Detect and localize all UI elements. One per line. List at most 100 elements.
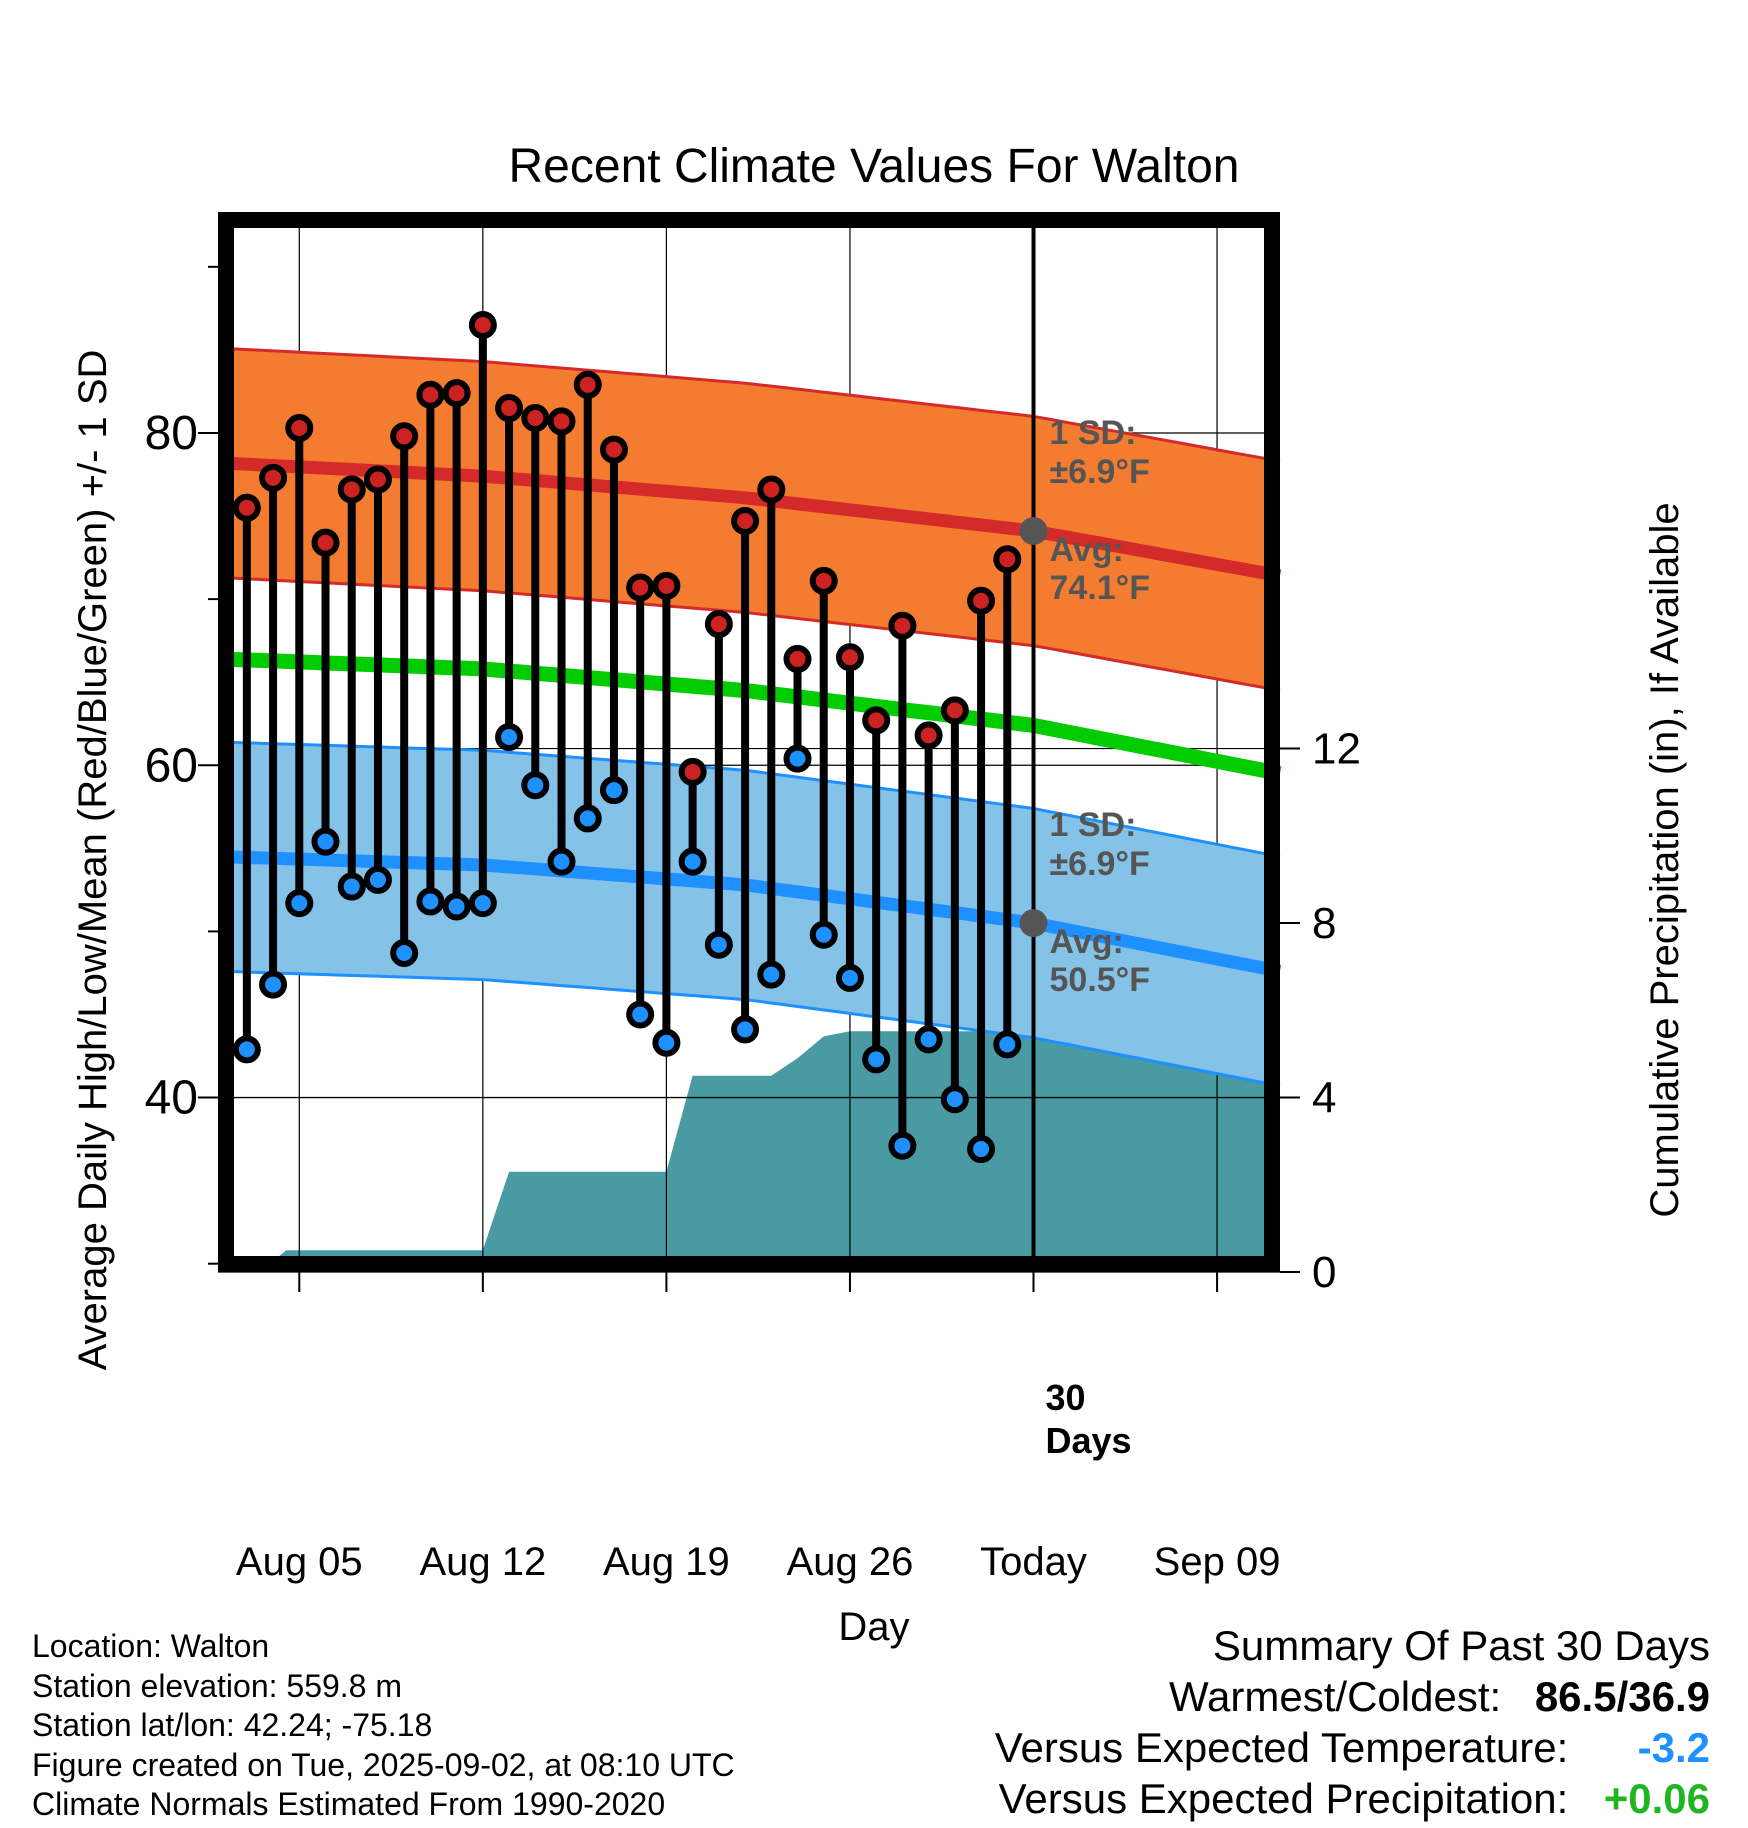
x-tick-label: Aug 26	[787, 1540, 914, 1584]
low-temp-marker	[783, 744, 812, 773]
low-temp-marker	[442, 892, 471, 921]
low-temp-marker	[337, 872, 366, 901]
elevation-text: Station elevation: 559.8 m	[32, 1667, 403, 1704]
low-sd-lower	[220, 969, 1281, 1088]
y2-tick-label: 12	[1312, 725, 1361, 774]
high-temp-marker	[416, 380, 445, 409]
high-temp-marker	[862, 706, 891, 735]
low-temp-marker	[678, 847, 707, 876]
high-temp-marker	[678, 757, 707, 786]
x-tick-label: Today	[980, 1540, 1087, 1584]
days-word-label: Days	[1046, 1420, 1132, 1461]
low-avg-value: 50.5°F	[1050, 961, 1151, 999]
x-tick-label: Aug 12	[419, 1540, 546, 1584]
low-sd-label: 1 SD:	[1050, 806, 1137, 844]
chart-title: Recent Climate Values For Walton	[509, 140, 1240, 193]
high-temp-marker	[521, 404, 550, 433]
low-temp-marker	[626, 1000, 655, 1029]
low-temp-marker	[809, 920, 838, 949]
y-axis-label: Average Daily High/Low/Mean (Red/Blue/Gr…	[71, 350, 115, 1371]
high-temp-marker	[363, 465, 392, 494]
low-temp-marker	[416, 887, 445, 916]
low-temp-marker	[835, 963, 864, 992]
low-sd-upper	[220, 740, 1281, 859]
low-temp-marker	[311, 827, 340, 856]
high-temp-marker	[731, 507, 760, 536]
high-temp-marker	[547, 407, 576, 436]
high-sd-label: 1 SD:	[1050, 414, 1137, 452]
x-tick-label: Sep 09	[1154, 1540, 1281, 1584]
x-axis-label: Day	[838, 1605, 909, 1649]
created-text: Figure created on Tue, 2025-09-02, at 08…	[32, 1746, 735, 1783]
high-avg-label: Avg:	[1050, 531, 1124, 569]
high-temp-marker	[967, 586, 996, 615]
mean-normal-line	[220, 651, 1282, 781]
x-tick-label: Aug 05	[236, 1540, 363, 1584]
normals-text: Climate Normals Estimated From 1990-2020	[32, 1786, 666, 1822]
low-temp-marker	[888, 1131, 917, 1160]
x-tick-label: Aug 19	[603, 1540, 730, 1584]
high-temp-marker	[337, 475, 366, 504]
low-temp-marker	[757, 960, 786, 989]
low-temp-marker	[967, 1135, 996, 1164]
precipitation-area	[220, 1031, 1281, 1272]
station-info: Location: Walton Station elevation: 559.…	[32, 1627, 735, 1825]
high-avg-dot	[1019, 516, 1048, 545]
low-temp-marker	[390, 939, 419, 968]
high-normal-line	[220, 456, 1282, 583]
high-temp-marker	[390, 422, 419, 451]
warmest-label: Warmest/Coldest:	[1168, 1673, 1502, 1720]
high-temp-marker	[940, 696, 969, 725]
high-temp-marker	[783, 644, 812, 673]
low-temp-marker	[599, 776, 628, 805]
high-sd-value: ±6.9°F	[1050, 453, 1150, 491]
y2-axis-label: Cumulative Precipitation (in), If Availa…	[1643, 502, 1687, 1217]
high-temp-marker	[259, 463, 288, 492]
high-temp-marker	[573, 370, 602, 399]
high-temp-marker	[495, 394, 524, 423]
low-temp-marker	[993, 1030, 1022, 1059]
high-temp-marker	[232, 493, 261, 522]
low-temp-marker	[940, 1085, 969, 1114]
summary-warmest-row: Warmest/Coldest: 86.5/36.9	[995, 1671, 1710, 1722]
high-sd-upper	[220, 346, 1281, 463]
low-temp-marker	[704, 930, 733, 959]
low-sd-value: ±6.9°F	[1050, 845, 1150, 883]
high-temp-marker	[285, 413, 314, 442]
precip-value: +0.06	[1603, 1775, 1710, 1822]
high-temp-marker	[442, 379, 471, 408]
low-temp-marker	[468, 889, 497, 918]
high-sd-lower	[220, 576, 1281, 692]
temp-label: Versus Expected Temperature:	[994, 1724, 1569, 1771]
y-tick-label: 40	[145, 1072, 198, 1125]
low-normal-line	[220, 850, 1282, 978]
summary-temp-row: Versus Expected Temperature: -3.2	[995, 1722, 1710, 1773]
y-tick-label: 80	[145, 407, 198, 460]
low-temp-marker	[232, 1035, 261, 1064]
low-avg-dot	[1019, 909, 1048, 938]
days-count-label: 30	[1046, 1377, 1086, 1418]
high-temp-marker	[914, 721, 943, 750]
warmest-value: 86.5/36.9	[1534, 1673, 1710, 1720]
low-temp-marker	[652, 1028, 681, 1057]
y2-tick-label: 4	[1312, 1074, 1336, 1123]
low-temp-marker	[285, 889, 314, 918]
high-temp-marker	[704, 610, 733, 639]
y2-tick-label: 0	[1312, 1248, 1336, 1297]
latlon-text: Station lat/lon: 42.24; -75.18	[32, 1707, 433, 1743]
high-temp-marker	[626, 573, 655, 602]
high-temp-marker	[468, 310, 497, 339]
high-temp-marker	[599, 435, 628, 464]
low-temp-marker	[914, 1025, 943, 1054]
plot-frame	[218, 212, 1280, 1272]
location-text: Location: Walton	[32, 1628, 270, 1664]
high-avg-value: 74.1°F	[1050, 569, 1151, 607]
high-temp-marker	[993, 545, 1022, 574]
low-temp-marker	[363, 865, 392, 894]
precip-label: Versus Expected Precipitation:	[998, 1775, 1569, 1822]
summary-title: Summary Of Past 30 Days	[1212, 1622, 1710, 1669]
low-temp-marker	[573, 804, 602, 833]
summary-precip-row: Versus Expected Precipitation: +0.06	[995, 1773, 1710, 1824]
y-tick-label: 60	[145, 739, 198, 792]
